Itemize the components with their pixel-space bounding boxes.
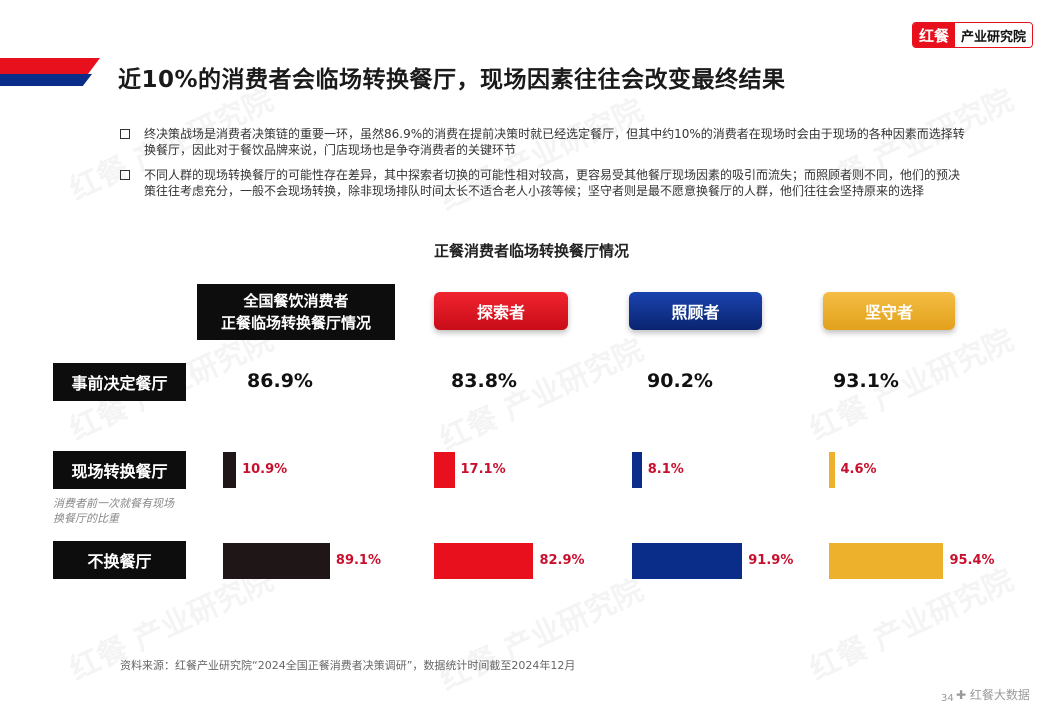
predecided-value-keeper: 93.1% [833, 370, 899, 392]
bullet-2: 不同人群的现场转换餐厅的可能性存在差异，其中探索者切换的可能性相对较高，更容易受… [120, 167, 970, 199]
watermark: 红餐 产业研究院 [431, 325, 649, 458]
switch-bar-explorer [434, 452, 455, 488]
column-header-keeper: 坚守者 [823, 292, 955, 330]
no-switch-bar-keeper [829, 543, 944, 579]
source-note: 资料来源：红餐产业研究院“2024全国正餐消费者决策调研”，数据统计时间截至20… [120, 659, 576, 672]
switch-bar-keeper [829, 452, 835, 488]
watermark: 红餐 产业研究院 [431, 565, 649, 698]
header-accent-red [0, 58, 100, 74]
chart-title: 正餐消费者临场转换餐厅情况 [433, 242, 629, 260]
no-switch-label-national: 89.1% [335, 553, 382, 568]
bullet-square-icon [120, 129, 130, 139]
no-switch-bar-caregiver [632, 543, 743, 579]
brand-logo-mark: 红餐 [912, 23, 955, 47]
column-header-line: 正餐临场转换餐厅情况 [220, 314, 371, 332]
row-label-predecided: 事前决定餐厅 [53, 363, 186, 401]
page-title: 近10%的消费者会临场转换餐厅，现场因素往往会改变最终结果 [118, 67, 786, 93]
predecided-value-caregiver: 90.2% [647, 370, 713, 392]
brand-name: 产业研究院 [954, 23, 1032, 47]
switch-bar-caregiver [632, 452, 642, 488]
bullet-text: 不同人群的现场转换餐厅的可能性存在差异，其中探索者切换的可能性相对较高，更容易受… [144, 168, 961, 198]
no-switch-bar-explorer [434, 543, 534, 579]
bullet-square-icon [120, 170, 130, 180]
header-accent-blue [0, 74, 92, 86]
no-switch-label-keeper: 95.4% [949, 553, 995, 568]
column-header-national: 全国餐饮消费者 正餐临场转换餐厅情况 [197, 284, 395, 340]
brand-logo: 红餐 产业研究院 [911, 22, 1033, 48]
row-label-switch: 现场转换餐厅 [53, 451, 186, 489]
row-note-line: 换餐厅的比重 [53, 512, 119, 525]
row-note: 消费者前一次就餐有现场 换餐厅的比重 [53, 496, 174, 526]
no-switch-label-explorer: 82.9% [539, 553, 585, 568]
footer-brand: ✚ 红餐大数据 [956, 688, 1030, 702]
bullet-text: 终决策战场是消费者决策链的重要一环，虽然86.9%的消费在提前决策时就已经选定餐… [144, 127, 965, 157]
switch-label-explorer: 17.1% [460, 462, 506, 477]
column-header-line: 全国餐饮消费者 [243, 292, 349, 310]
switch-label-keeper: 4.6% [840, 462, 877, 477]
predecided-value-explorer: 83.8% [451, 370, 517, 392]
row-label-no-switch: 不换餐厅 [53, 541, 186, 579]
switch-bar-national [223, 452, 237, 488]
no-switch-bar-national [223, 543, 330, 579]
predecided-value-national: 86.9% [247, 370, 313, 392]
no-switch-label-caregiver: 91.9% [748, 553, 794, 568]
switch-label-national: 10.9% [242, 462, 288, 477]
bullet-1: 终决策战场是消费者决策链的重要一环，虽然86.9%的消费在提前决策时就已经选定餐… [120, 126, 970, 158]
column-header-caregiver: 照顾者 [629, 292, 762, 330]
column-header-explorer: 探索者 [434, 292, 568, 330]
switch-label-caregiver: 8.1% [647, 462, 684, 477]
row-note-line: 消费者前一次就餐有现场 [53, 497, 174, 510]
page-number: 34 [941, 693, 954, 704]
